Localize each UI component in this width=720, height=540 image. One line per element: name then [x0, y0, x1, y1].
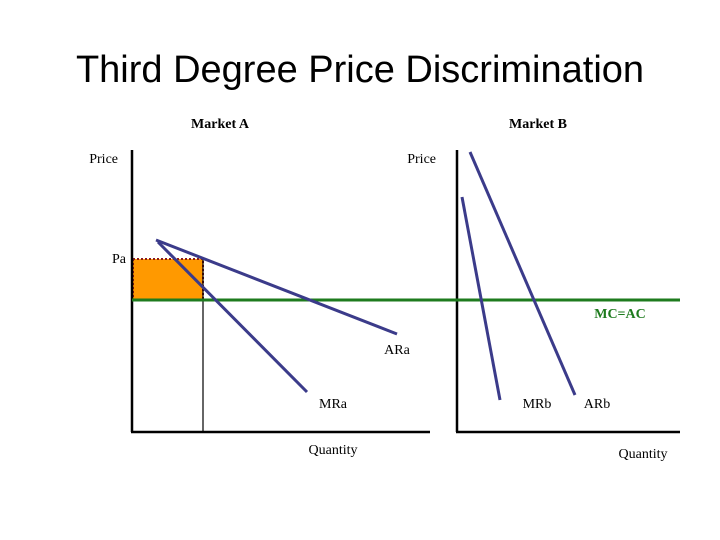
ar-curve [155, 238, 398, 336]
axis-label: Price [89, 152, 118, 167]
curve-label: ARa [384, 343, 410, 358]
axis-label: Price [407, 152, 436, 167]
panel-title: Market A [191, 117, 250, 132]
axis-label: Quantity [619, 447, 668, 462]
axis-label: Quantity [309, 443, 358, 458]
curve-label: MRa [319, 397, 348, 412]
mr-curve [156, 240, 309, 394]
profit-area [132, 258, 204, 301]
title: Third Degree Price Discrimination [76, 49, 644, 91]
cost-label: MC=AC [594, 307, 646, 322]
curve-label: ARb [584, 397, 610, 412]
ar-curve [468, 151, 577, 396]
price-label: Pa [112, 252, 127, 267]
curve-label: MRb [523, 397, 552, 412]
panel-title: Market B [509, 117, 567, 132]
mr-curve [460, 196, 502, 401]
